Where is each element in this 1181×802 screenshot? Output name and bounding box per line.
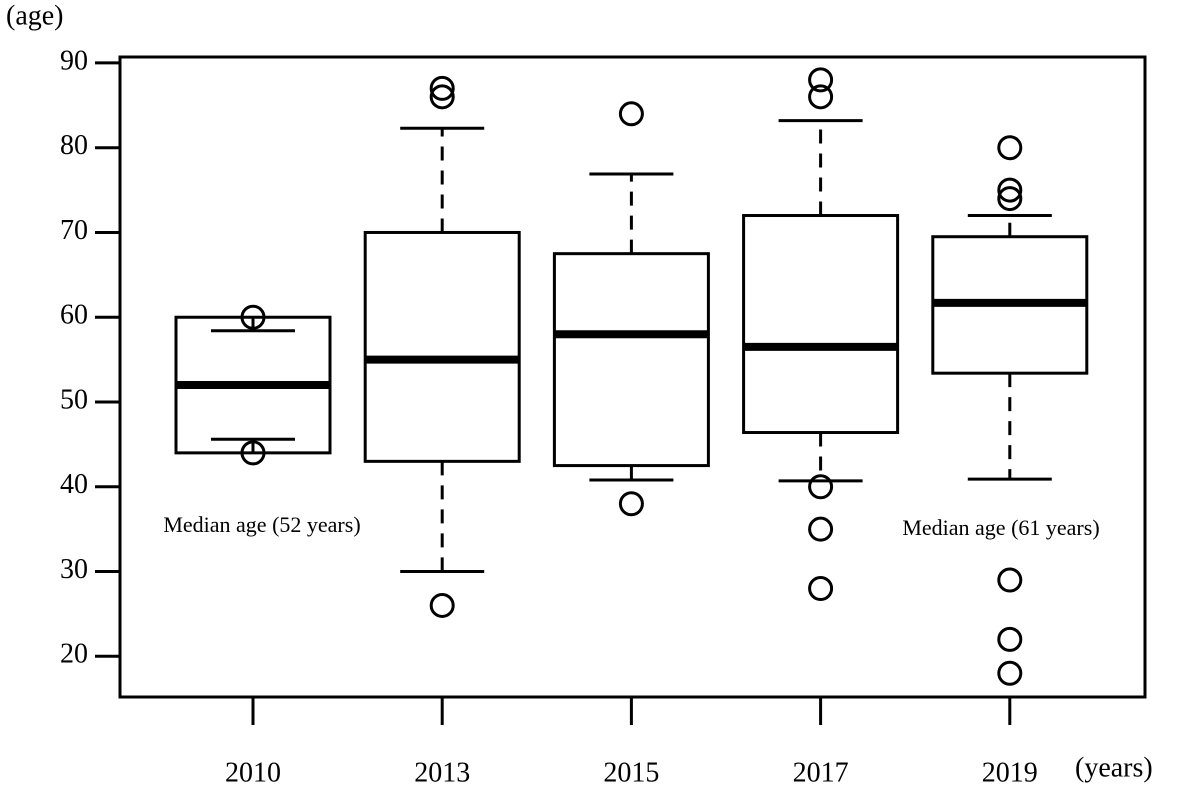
outlier — [618, 491, 644, 517]
outlier — [429, 592, 455, 618]
y-tick-label: 30 — [60, 554, 88, 585]
outlier — [997, 177, 1023, 203]
y-tick-label: 40 — [60, 469, 88, 500]
x-tick-label: 2017 — [793, 757, 849, 788]
outlier — [240, 304, 266, 330]
outlier — [997, 186, 1023, 212]
outlier — [997, 135, 1023, 161]
y-axis-label: (age) — [6, 0, 64, 31]
y-tick-label: 20 — [60, 639, 88, 670]
y-tick-label: 80 — [60, 130, 88, 161]
outlier — [429, 75, 455, 101]
x-tick-label: 2013 — [414, 757, 470, 788]
x-tick-label: 2010 — [225, 757, 281, 788]
x-tick-label: 2015 — [603, 757, 659, 788]
outlier — [997, 626, 1023, 652]
annotation: Median age (52 years) — [163, 512, 360, 537]
y-tick-label: 70 — [60, 215, 88, 246]
outlier — [429, 84, 455, 110]
outlier — [808, 67, 834, 93]
outlier — [997, 660, 1023, 686]
y-tick-label: 50 — [60, 384, 88, 415]
annotation: Median age (61 years) — [902, 515, 1099, 540]
box — [363, 230, 521, 463]
plot-frame — [118, 55, 1147, 699]
box — [742, 214, 900, 435]
x-tick-label: 2019 — [982, 757, 1038, 788]
x-axis-label: (years) — [1075, 752, 1153, 783]
y-tick-label: 60 — [60, 300, 88, 331]
box — [552, 252, 710, 468]
outlier — [997, 567, 1023, 593]
y-tick-label: 90 — [60, 45, 88, 76]
outlier — [808, 84, 834, 110]
outlier — [808, 575, 834, 601]
outlier — [808, 474, 834, 500]
outlier — [808, 516, 834, 542]
outlier — [240, 440, 266, 466]
outlier — [618, 101, 644, 127]
